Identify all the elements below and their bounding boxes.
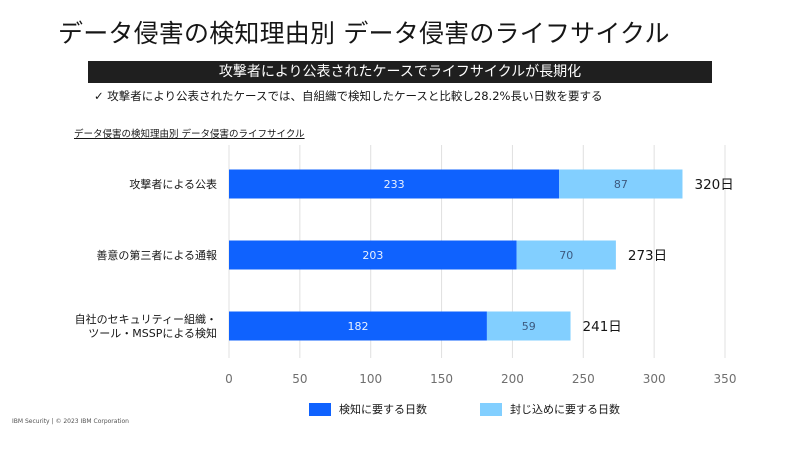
x-tick-label: 0 (225, 372, 233, 386)
x-tick-label: 300 (643, 372, 666, 386)
bar-segment (486, 311, 571, 341)
y-category-label: 自社のセキュリティー組織・ (75, 312, 217, 326)
bar-segment (229, 240, 517, 270)
bar-total-label: 241日 (583, 319, 622, 335)
x-tick-label: 50 (292, 372, 307, 386)
y-category-label: ツール・MSSPによる検知 (88, 326, 217, 340)
legend-item-contain: 封じ込めに要する日数 (480, 401, 620, 417)
headline-banner: 攻撃者により公表されたケースでライフサイクルが長期化 (88, 61, 712, 83)
bar-value-label: 182 (347, 320, 368, 333)
bar-total-label: 320日 (694, 177, 733, 193)
stacked-bar-chart: 0 50 100 150 200 250 300 350 攻撃者による公表 233 87 320日善意… (75, 145, 737, 386)
bar-value-label: 203 (362, 249, 383, 262)
chart-title: データ侵害の検知理由別 データ侵害のライフサイクル (74, 129, 305, 140)
bar-value-label: 233 (384, 178, 405, 191)
bar-segment (516, 240, 616, 270)
x-tick-label: 100 (359, 372, 382, 386)
legend-label-contain: 封じ込めに要する日数 (510, 403, 620, 416)
bar-total-label: 273日 (628, 248, 667, 264)
bar-segment (229, 311, 487, 341)
legend-label-detect: 検知に要する日数 (339, 403, 427, 416)
y-category-label: 攻撃者による公表 (129, 177, 217, 191)
x-tick-label: 250 (572, 372, 595, 386)
legend-swatch-contain (480, 402, 502, 416)
y-category-label: 善意の第三者による通報 (96, 248, 217, 262)
bar-segment (559, 169, 683, 199)
footer-copyright: IBM Security | © 2023 IBM Corporation (12, 418, 129, 425)
bar-value-label: 70 (559, 249, 573, 262)
key-finding-note: ✓ 攻撃者により公表されたケースでは、自組織で検知したケースと比較し28.2%長… (94, 89, 603, 103)
x-tick-label: 200 (501, 372, 524, 386)
x-tick-label: 150 (430, 372, 453, 386)
legend-swatch-detect (309, 402, 331, 416)
slide-title: データ侵害の検知理由別 データ侵害のライフサイクル (58, 19, 670, 48)
legend-item-detect: 検知に要する日数 (309, 401, 427, 417)
bar-segment (229, 169, 560, 199)
bar-value-label: 59 (522, 320, 536, 333)
bar-value-label: 87 (614, 178, 628, 191)
x-tick-label: 350 (714, 372, 737, 386)
